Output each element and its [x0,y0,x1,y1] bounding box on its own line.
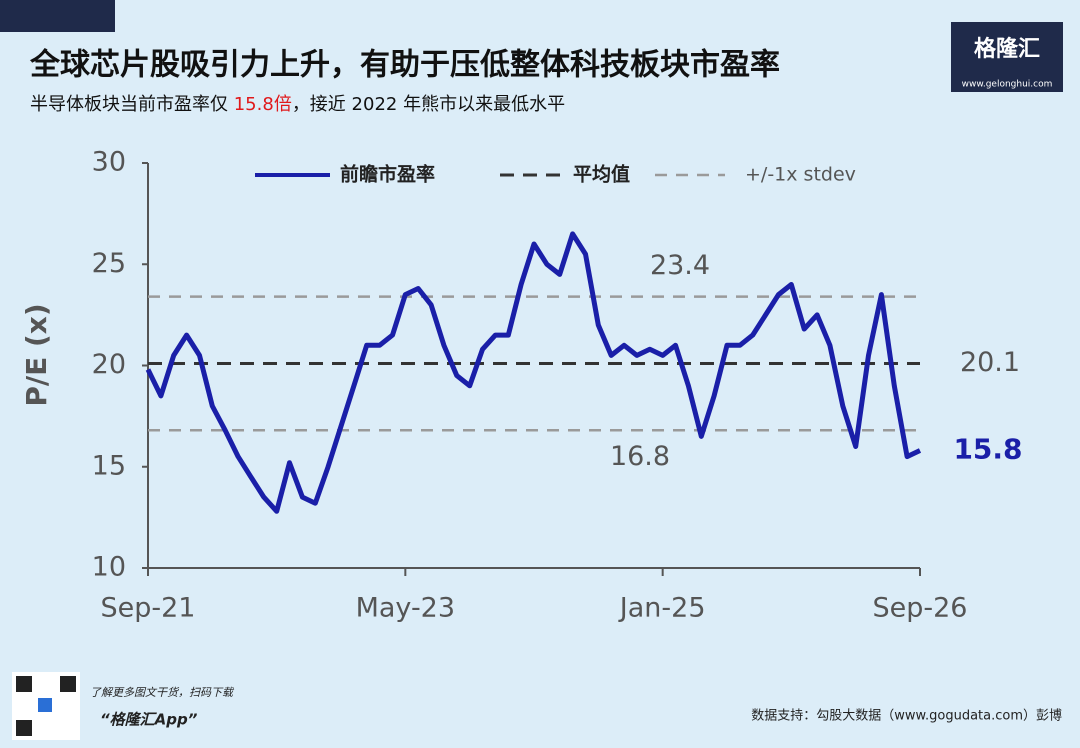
x-tick-label: May-23 [356,593,455,624]
qr-logo [38,698,52,712]
corner-block [0,0,115,32]
qr-corner [60,676,76,692]
reference-label: 23.4 [650,250,710,281]
footer-source: 数据支持：勾股大数据（www.gogudata.com）彭博 [751,709,1062,724]
logo-name: 格隆汇 [974,36,1040,62]
subtitle-part: 半导体板块当前市盈率仅 [30,94,234,115]
y-axis-label: P/E (x) [20,303,53,406]
legend-label: 平均值 [573,163,630,186]
logo-url: www.gelonghui.com [962,80,1053,90]
y-tick-label: 30 [92,147,126,178]
x-tick-label: Sep-26 [873,593,968,624]
y-tick-label: 10 [92,552,126,583]
series-line [145,231,922,514]
footer-promo: 了解更多图文干货，扫码下载 [90,686,235,699]
legend-label: 前瞻市盈率 [340,163,435,186]
x-tick-label: Jan-25 [618,593,706,624]
y-tick-label: 15 [92,450,126,481]
last-value-label: 15.8 [953,433,1022,466]
legend-label: +/-1x stdev [745,164,856,186]
subtitle-part: ，接近 2022 年熊市以来最低水平 [292,94,565,115]
qr-corner [16,720,32,736]
y-tick-label: 20 [92,349,126,380]
qr-corner [16,676,32,692]
x-tick-label: Sep-21 [101,593,196,624]
y-tick-label: 25 [92,248,126,279]
chart-title: 全球芯片股吸引力上升，有助于压低整体科技板块市盈率 [29,48,780,83]
subtitle: 半导体板块当前市盈率仅 15.8倍，接近 2022 年熊市以来最低水平 [30,94,565,115]
qr-code [12,672,80,740]
reference-label: 20.1 [960,347,1020,378]
footer-app: “格隆汇App” [100,711,198,729]
reference-label: 16.8 [610,441,670,472]
plot: 10 15 20 25 30 Sep-21 May-23 Jan-25 Sep-26 20.1 23… [92,147,1023,624]
subtitle-highlight: 15.8倍 [234,94,292,115]
logo-box [951,22,1063,92]
logo: 格隆汇 www.gelonghui.com [951,22,1063,92]
